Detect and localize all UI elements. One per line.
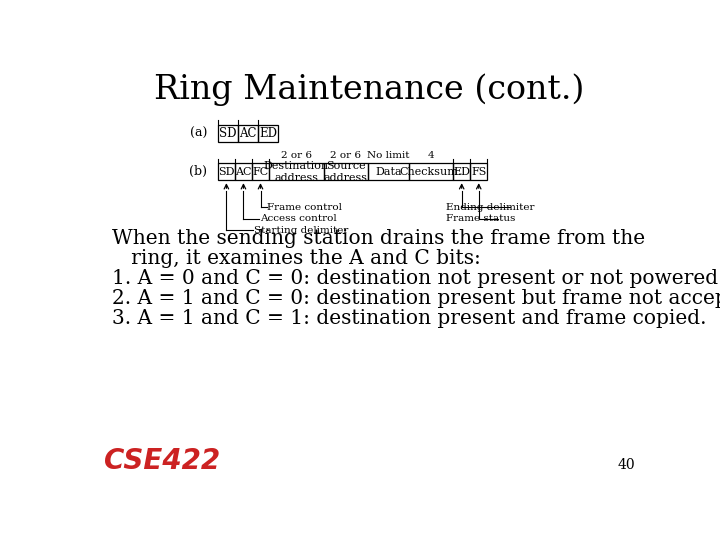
Text: CSE422: CSE422 bbox=[104, 447, 220, 475]
Text: Frame status: Frame status bbox=[446, 214, 516, 224]
Text: Checksum.: Checksum. bbox=[400, 167, 462, 177]
Text: Starting delimiter: Starting delimiter bbox=[253, 226, 348, 235]
Text: FC: FC bbox=[253, 167, 269, 177]
Text: 3. A = 1 and C = 1: destination present and frame copied.: 3. A = 1 and C = 1: destination present … bbox=[112, 309, 706, 328]
Bar bbox=[235, 164, 252, 180]
Bar bbox=[323, 164, 368, 180]
Text: 4: 4 bbox=[428, 151, 434, 160]
Text: AC: AC bbox=[239, 127, 257, 140]
Text: ED: ED bbox=[453, 167, 470, 177]
Text: 40: 40 bbox=[617, 458, 635, 472]
Bar bbox=[238, 125, 258, 142]
Bar bbox=[218, 164, 235, 180]
Text: Frame control: Frame control bbox=[267, 202, 343, 212]
Text: ring, it examines the A and C bits:: ring, it examines the A and C bits: bbox=[112, 248, 480, 267]
Text: 1. A = 0 and C = 0: destination not present or not powered up.: 1. A = 0 and C = 0: destination not pres… bbox=[112, 268, 720, 288]
Text: Source
address: Source address bbox=[324, 161, 368, 183]
Text: AC: AC bbox=[235, 167, 252, 177]
Text: 2 or 6: 2 or 6 bbox=[281, 151, 312, 160]
Bar bbox=[453, 164, 470, 180]
Text: Data: Data bbox=[375, 167, 402, 177]
Text: FS: FS bbox=[471, 167, 487, 177]
Bar bbox=[470, 164, 487, 180]
Text: ED: ED bbox=[259, 127, 277, 140]
Text: No limit: No limit bbox=[367, 151, 410, 160]
Bar bbox=[258, 125, 279, 142]
Bar bbox=[218, 125, 238, 142]
Bar bbox=[252, 164, 269, 180]
Text: (a): (a) bbox=[190, 127, 207, 140]
Text: 2. A = 1 and C = 0: destination present but frame not accepted.: 2. A = 1 and C = 0: destination present … bbox=[112, 288, 720, 308]
Text: Ending delimiter: Ending delimiter bbox=[446, 202, 535, 212]
Text: 2 or 6: 2 or 6 bbox=[330, 151, 361, 160]
Text: SD: SD bbox=[219, 127, 237, 140]
Text: Ring Maintenance (cont.): Ring Maintenance (cont.) bbox=[154, 73, 584, 106]
Bar bbox=[269, 164, 323, 180]
Text: (b): (b) bbox=[189, 165, 207, 178]
Bar bbox=[409, 164, 453, 180]
Text: When the sending station drains the frame from the: When the sending station drains the fram… bbox=[112, 228, 645, 247]
Bar bbox=[368, 164, 409, 180]
Text: SD: SD bbox=[218, 167, 235, 177]
Text: Access control: Access control bbox=[260, 214, 336, 224]
Text: Destination
address: Destination address bbox=[264, 161, 329, 183]
